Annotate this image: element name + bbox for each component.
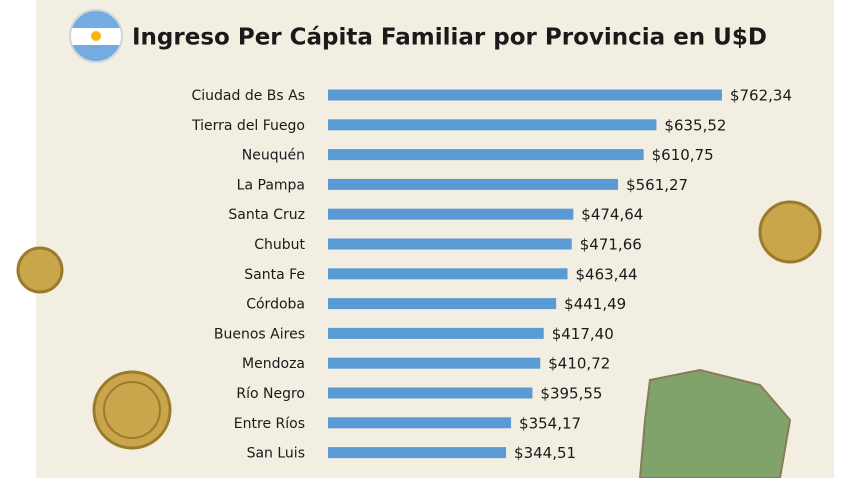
value-label: $471,66 <box>580 236 642 254</box>
category-label: Buenos Aires <box>214 326 305 342</box>
category-label: Córdoba <box>246 297 305 313</box>
category-label: Río Negro <box>236 386 305 402</box>
category-label: Ciudad de Bs As <box>191 88 305 104</box>
category-label: Neuquén <box>242 148 305 164</box>
bar <box>328 149 644 161</box>
coin-decoration <box>92 370 172 450</box>
value-label: $610,75 <box>652 146 714 164</box>
bar <box>328 417 512 429</box>
value-label: $441,49 <box>564 295 626 313</box>
bar <box>328 268 568 280</box>
value-label: $410,72 <box>548 355 610 373</box>
value-label: $354,17 <box>519 414 581 432</box>
bar <box>328 387 533 399</box>
category-label: Santa Cruz <box>228 207 305 223</box>
category-label: Entre Ríos <box>234 416 305 432</box>
value-label: $417,40 <box>552 325 614 343</box>
bar <box>328 327 544 339</box>
bar <box>328 357 541 369</box>
category-label: Mendoza <box>242 356 305 372</box>
value-label: $344,51 <box>514 444 576 462</box>
value-label: $635,52 <box>664 116 726 134</box>
value-label: $463,44 <box>576 265 638 283</box>
category-label: San Luis <box>247 446 305 462</box>
coin-decoration <box>758 200 822 264</box>
bar <box>328 238 572 250</box>
category-label: Chubut <box>254 237 305 253</box>
bar <box>328 178 619 190</box>
bar <box>328 119 657 131</box>
category-label: La Pampa <box>237 177 305 193</box>
value-label: $561,27 <box>626 176 688 194</box>
value-label: $762,34 <box>730 87 792 105</box>
value-label: $395,55 <box>540 385 602 403</box>
flag-border <box>69 9 123 63</box>
category-label: Tierra del Fuego <box>191 118 305 134</box>
coin-decoration <box>16 246 64 294</box>
bar <box>328 447 507 459</box>
bar <box>328 208 574 220</box>
map-decoration <box>638 368 792 478</box>
category-label: Santa Fe <box>244 267 305 283</box>
chart-title: Ingreso Per Cápita Familiar por Provinci… <box>132 25 767 51</box>
coin-decoration <box>103 381 161 439</box>
bar <box>328 89 722 101</box>
bar <box>328 298 557 310</box>
value-label: $474,64 <box>581 206 643 224</box>
